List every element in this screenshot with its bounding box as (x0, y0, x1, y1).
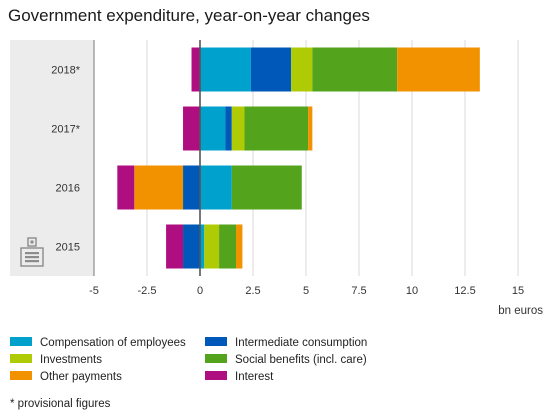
x-tick-label: 2.5 (245, 285, 260, 297)
bar-segment (308, 106, 313, 151)
category-label: 2018* (51, 65, 80, 77)
x-tick-label: 0 (197, 285, 203, 297)
bar-segment (219, 224, 237, 269)
legend-item: Intermediate consumption (205, 336, 367, 350)
legend-label: Intermediate consumption (235, 337, 368, 349)
bar-segment (397, 47, 480, 92)
legend-label: Investments (40, 354, 102, 366)
legend-item: Investments (10, 353, 102, 367)
category-panel (10, 40, 94, 276)
bar-segment (183, 106, 200, 151)
bar-segment (200, 106, 226, 151)
footnote: * provisional figures (10, 398, 111, 410)
x-tick-label: 5 (303, 285, 309, 297)
x-axis-unit-label: bn euros (498, 305, 543, 317)
bar-segment (231, 106, 245, 151)
legend-swatch (205, 354, 227, 364)
category-labels: 2018* 2017* 2016 2015 (51, 65, 80, 254)
x-tick-label: 7.5 (351, 285, 366, 297)
bar-segment (200, 165, 232, 210)
bar-segment (200, 47, 251, 92)
bar-segment (291, 47, 313, 92)
category-label: 2015 (56, 242, 80, 254)
legend-swatch (205, 337, 227, 347)
legend-swatch (205, 371, 227, 381)
bars-group (117, 47, 480, 269)
bar-segment (312, 47, 398, 92)
legend-swatch (10, 354, 32, 364)
category-label: 2017* (51, 124, 80, 136)
bar-segment (250, 47, 292, 92)
bar-segment (191, 47, 200, 92)
x-tick-labels: -5 -2.5 0 2.5 5 7.5 10 12.5 15 (89, 285, 524, 297)
legend-swatch (10, 371, 32, 381)
x-tick-label: 12.5 (454, 285, 475, 297)
cbs-logo-icon (20, 237, 44, 267)
bar-segment (204, 224, 220, 269)
legend-item: Interest (205, 370, 273, 384)
x-tick-label: -5 (89, 285, 99, 297)
bar-segment (225, 106, 232, 151)
bar-segment (244, 106, 309, 151)
bar-segment (183, 165, 200, 210)
legend-label: Social benefits (incl. care) (235, 354, 367, 366)
legend-item: Social benefits (incl. care) (205, 353, 367, 367)
legend-label: Interest (235, 371, 274, 383)
category-label: 2016 (56, 183, 80, 195)
x-tick-label: 15 (512, 285, 524, 297)
bar-segment (117, 165, 135, 210)
legend-swatch (10, 337, 32, 347)
legend-item: Other payments (10, 370, 122, 384)
x-tick-label: -2.5 (138, 285, 157, 297)
x-tick-label: 10 (406, 285, 418, 297)
chart-svg: -5 -2.5 0 2.5 5 7.5 10 12.5 15 2018*2017*2016201… (10, 40, 543, 317)
legend-item: Compensation of employees (10, 336, 186, 350)
bar-segment (166, 224, 184, 269)
legend-label: Other payments (40, 371, 122, 383)
bar-segment (231, 165, 302, 210)
bar-segment (134, 165, 184, 210)
chart-title: Government expenditure, year-on-year cha… (8, 6, 370, 25)
bar-segment (200, 224, 205, 269)
bar-segment (183, 224, 200, 269)
legend-label: Compensation of employees (40, 337, 186, 349)
bar-segment (236, 224, 243, 269)
chart-legend: Compensation of employees Intermediate co… (10, 336, 550, 392)
